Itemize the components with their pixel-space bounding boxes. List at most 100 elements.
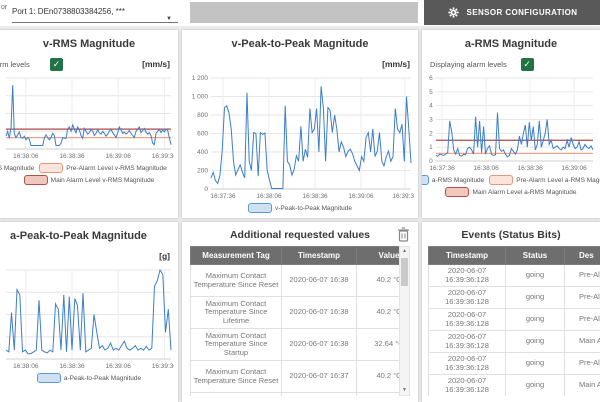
unit-label: [g]	[159, 251, 170, 261]
table-cell: 2020-06-07 16:38	[282, 265, 357, 297]
svg-text:400: 400	[197, 149, 208, 156]
sensor-configuration-label: SENSOR CONFIGURATION	[467, 8, 578, 17]
svg-text:16:38:36: 16:38:36	[517, 165, 543, 172]
chart-legend: a-RMS Magnitude Pre-Alarm Level a-RMS Ma…	[422, 175, 600, 197]
column-header: Des	[565, 247, 600, 265]
unit-label: [mm/s]	[382, 59, 410, 69]
svg-text:16:38:36: 16:38:36	[59, 363, 85, 370]
table-cell: Maximum Contact Temperature Since Startu…	[191, 329, 282, 361]
table-cell: going	[506, 265, 565, 287]
sensor-configuration-button[interactable]: SENSOR CONFIGURATION	[424, 0, 600, 25]
svg-text:16:38:36: 16:38:36	[59, 153, 85, 160]
svg-text:6: 6	[429, 75, 433, 82]
gear-icon	[447, 6, 460, 19]
table-cell: Maximum Contact Temperature Since Lifeti…	[191, 393, 282, 397]
main-alarm-swatch	[445, 187, 469, 197]
svg-text:16:39:36: 16:39:36	[392, 193, 414, 200]
chart-legend: v-Peak-to-Peak Magnitude	[182, 203, 418, 213]
svg-text:5: 5	[429, 89, 433, 96]
svg-text:16:37:36: 16:37:36	[429, 165, 455, 172]
legend-item[interactable]: Main Alarm Level a-RMS Magnitude	[445, 187, 576, 197]
svg-text:2: 2	[429, 130, 433, 137]
scrollbar-thumb[interactable]	[401, 258, 408, 286]
svg-text:600: 600	[197, 131, 208, 138]
trash-icon[interactable]	[396, 227, 410, 243]
table-cell: Maximum Contact Temperature Since Lifeti…	[191, 297, 282, 329]
svg-text:16:39:06: 16:39:06	[561, 165, 587, 172]
svg-text:16:37:36: 16:37:36	[210, 193, 236, 200]
panel-title: v-Peak-to-Peak Magnitude	[182, 38, 418, 50]
svg-text:16:38:06: 16:38:06	[256, 193, 282, 200]
svg-text:16:39:36: 16:39:36	[152, 363, 174, 370]
port-select-value: Port 1: DEn0738803384256, ***	[12, 7, 125, 16]
table-cell: Pre-Ala	[565, 309, 600, 331]
svg-text:1 200: 1 200	[192, 75, 209, 82]
table-title: Additional requested values	[230, 229, 370, 241]
legend-item[interactable]: Pre-Alarm Level v-RMS Magnitude	[39, 163, 166, 173]
legend-item[interactable]: a-RMS Magnitude	[422, 175, 484, 185]
table-cell: 2020-06-07 16:39:36:128	[429, 309, 506, 331]
svg-text:1: 1	[429, 144, 433, 151]
table-cell: Pre-Al Ma	[565, 353, 600, 375]
svg-text:16:39:06: 16:39:06	[106, 153, 132, 160]
port-label-fragment: or	[1, 4, 7, 11]
svg-text:200: 200	[197, 168, 208, 175]
pre-alarm-swatch	[489, 175, 513, 185]
svg-text:16:38:06: 16:38:06	[13, 153, 39, 160]
svg-text:1 000: 1 000	[192, 94, 209, 101]
table-cell: 2020-06-07 16:39:36:128	[429, 287, 506, 309]
scrollbar[interactable]: ▲ ▼	[399, 246, 410, 396]
svg-text:16:39:36: 16:39:36	[152, 153, 174, 160]
port-select[interactable]: Port 1: DEn0738803384256, *** ▼	[12, 2, 178, 23]
table-cell: Pre-Ala	[565, 265, 600, 287]
chart-legend: a-Peak-to-Peak Magnitude	[0, 373, 178, 383]
table-cell: 2020-06-07 16:37	[282, 393, 357, 397]
table-cell: going	[506, 287, 565, 309]
legend-item[interactable]: Pre-Alarm Level a-RMS Magnitude	[489, 175, 600, 185]
legend-item[interactable]: Main Alarm Level v-RMS Magnitude	[24, 175, 155, 185]
table-cell: 2020-06-07 16:38	[282, 329, 357, 361]
alarm-levels-checkbox[interactable]: ✓	[521, 58, 534, 71]
alarm-levels-checkbox[interactable]: ✓	[50, 58, 63, 71]
svg-text:16:39:06: 16:39:06	[348, 193, 374, 200]
legend-item[interactable]: v-RMS Magnitude	[0, 163, 34, 173]
svg-text:4: 4	[429, 103, 433, 110]
table-cell: Main Al Ma	[565, 375, 600, 397]
table-row: Maximum Contact Temperature Since Startu…	[191, 329, 411, 361]
svg-text:16:39:06: 16:39:06	[106, 363, 132, 370]
alarm-levels-label: Displaying alarm levels	[430, 60, 507, 69]
table-cell: going	[506, 375, 565, 397]
legend-item[interactable]: a-Peak-to-Peak Magnitude	[37, 373, 141, 383]
scroll-down-icon[interactable]: ▼	[400, 386, 409, 395]
panel-v-rms: v-RMS Magnitude Displaying alarm levels …	[0, 30, 178, 218]
table-cell: going	[506, 331, 565, 353]
table-cell: Maximum Contact Temperature Since Reset	[191, 265, 282, 297]
legend-item[interactable]: v-Peak-to-Peak Magnitude	[248, 203, 352, 213]
table-cell: 2020-06-07 16:39:36:128	[429, 265, 506, 287]
table-cell: Maximum Contact Temperature Since Reset	[191, 361, 282, 393]
v-rms-chart: 16:38:06 16:38:36 16:39:06 16:39:36	[4, 74, 174, 160]
table-cell: 2020-06-07 16:39:36:128	[429, 375, 506, 397]
table-cell: going	[506, 353, 565, 375]
table-cell: Main Ala	[565, 331, 600, 353]
table-cell: 2020-06-07 16:37	[282, 361, 357, 393]
alarm-levels-label: Displaying alarm levels	[0, 60, 30, 69]
chart-legend: v-RMS Magnitude Pre-Alarm Level v-RMS Ma…	[0, 163, 178, 185]
table-title: Events (Status Bits)	[461, 229, 560, 241]
svg-text:800: 800	[197, 112, 208, 119]
panel-title: a-Peak-to-Peak Magnitude	[0, 230, 178, 242]
column-header: Timestamp	[429, 247, 506, 265]
series-swatch	[422, 175, 429, 185]
scroll-up-icon[interactable]: ▲	[400, 247, 409, 256]
